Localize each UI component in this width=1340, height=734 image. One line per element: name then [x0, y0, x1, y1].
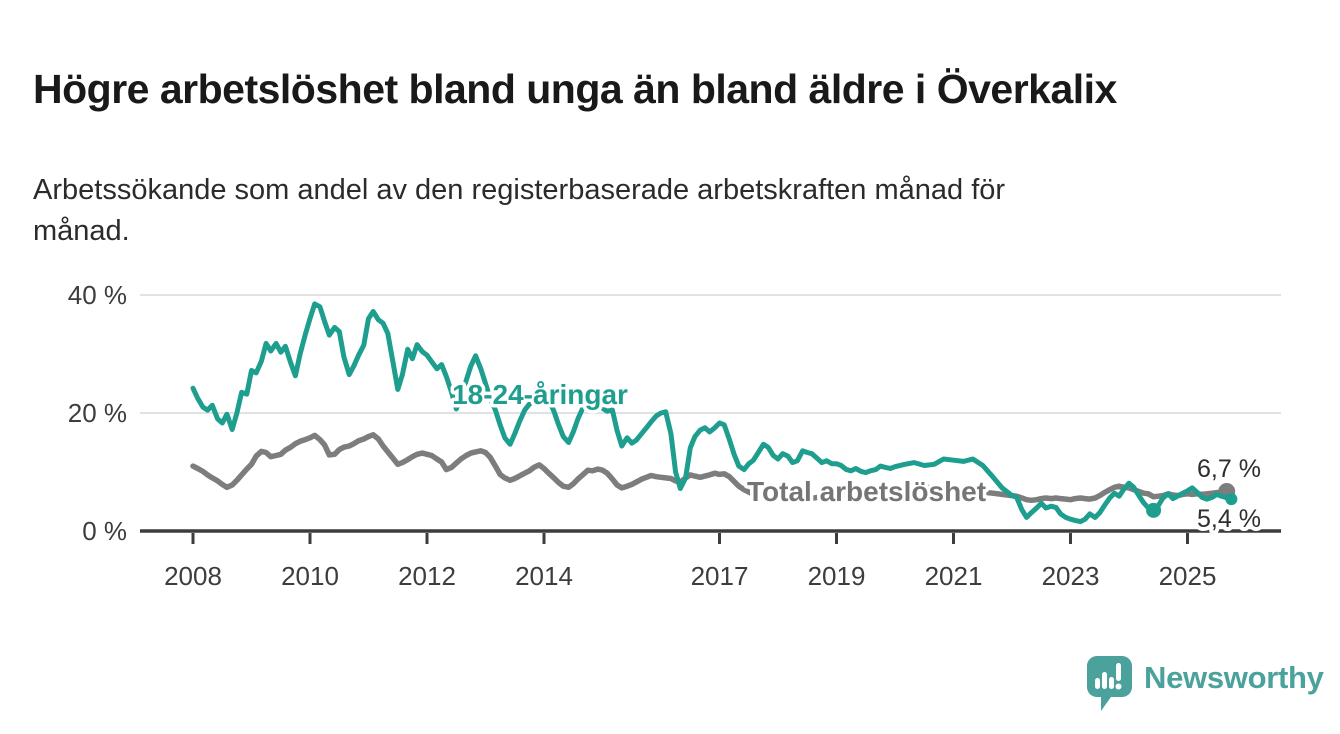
newsworthy-logo: Newsworthy [1085, 655, 1324, 715]
x-tick-label: 2025 [1159, 561, 1217, 591]
y-tick-label: 20 % [68, 398, 127, 428]
bar-chart-speech-bubble-icon [1087, 656, 1132, 711]
x-tick-label: 2012 [398, 561, 456, 591]
series-line-youth [190, 301, 1234, 525]
x-tick-label: 2014 [515, 561, 573, 591]
page-subtitle: Arbetssökande som andel av den registerb… [33, 174, 1006, 248]
series-label-total: Total arbetslöshet [747, 476, 986, 507]
value-label: 5,4 % [1197, 505, 1261, 533]
x-tick-label: 2010 [281, 561, 339, 591]
data-point-marker-youth [1146, 502, 1162, 518]
x-tick-label: 2008 [164, 561, 222, 591]
x-tick-label: 2017 [691, 561, 749, 591]
x-tick-label: 2021 [925, 561, 983, 591]
y-tick-label: 0 % [82, 516, 127, 546]
y-tick-label: 40 % [68, 280, 127, 310]
x-tick-label: 2019 [808, 561, 866, 591]
x-tick-label: 2023 [1042, 561, 1100, 591]
value-label: 6,7 % [1197, 455, 1261, 483]
series-line-total [190, 432, 1230, 504]
newsworthy-logo-text: Newsworthy [1144, 660, 1324, 695]
series-label-youth: 18-24-åringar [452, 379, 628, 410]
data-point-marker-youth [1225, 493, 1238, 506]
page-title: Högre arbetslöshet bland unga än bland ä… [33, 66, 1117, 113]
